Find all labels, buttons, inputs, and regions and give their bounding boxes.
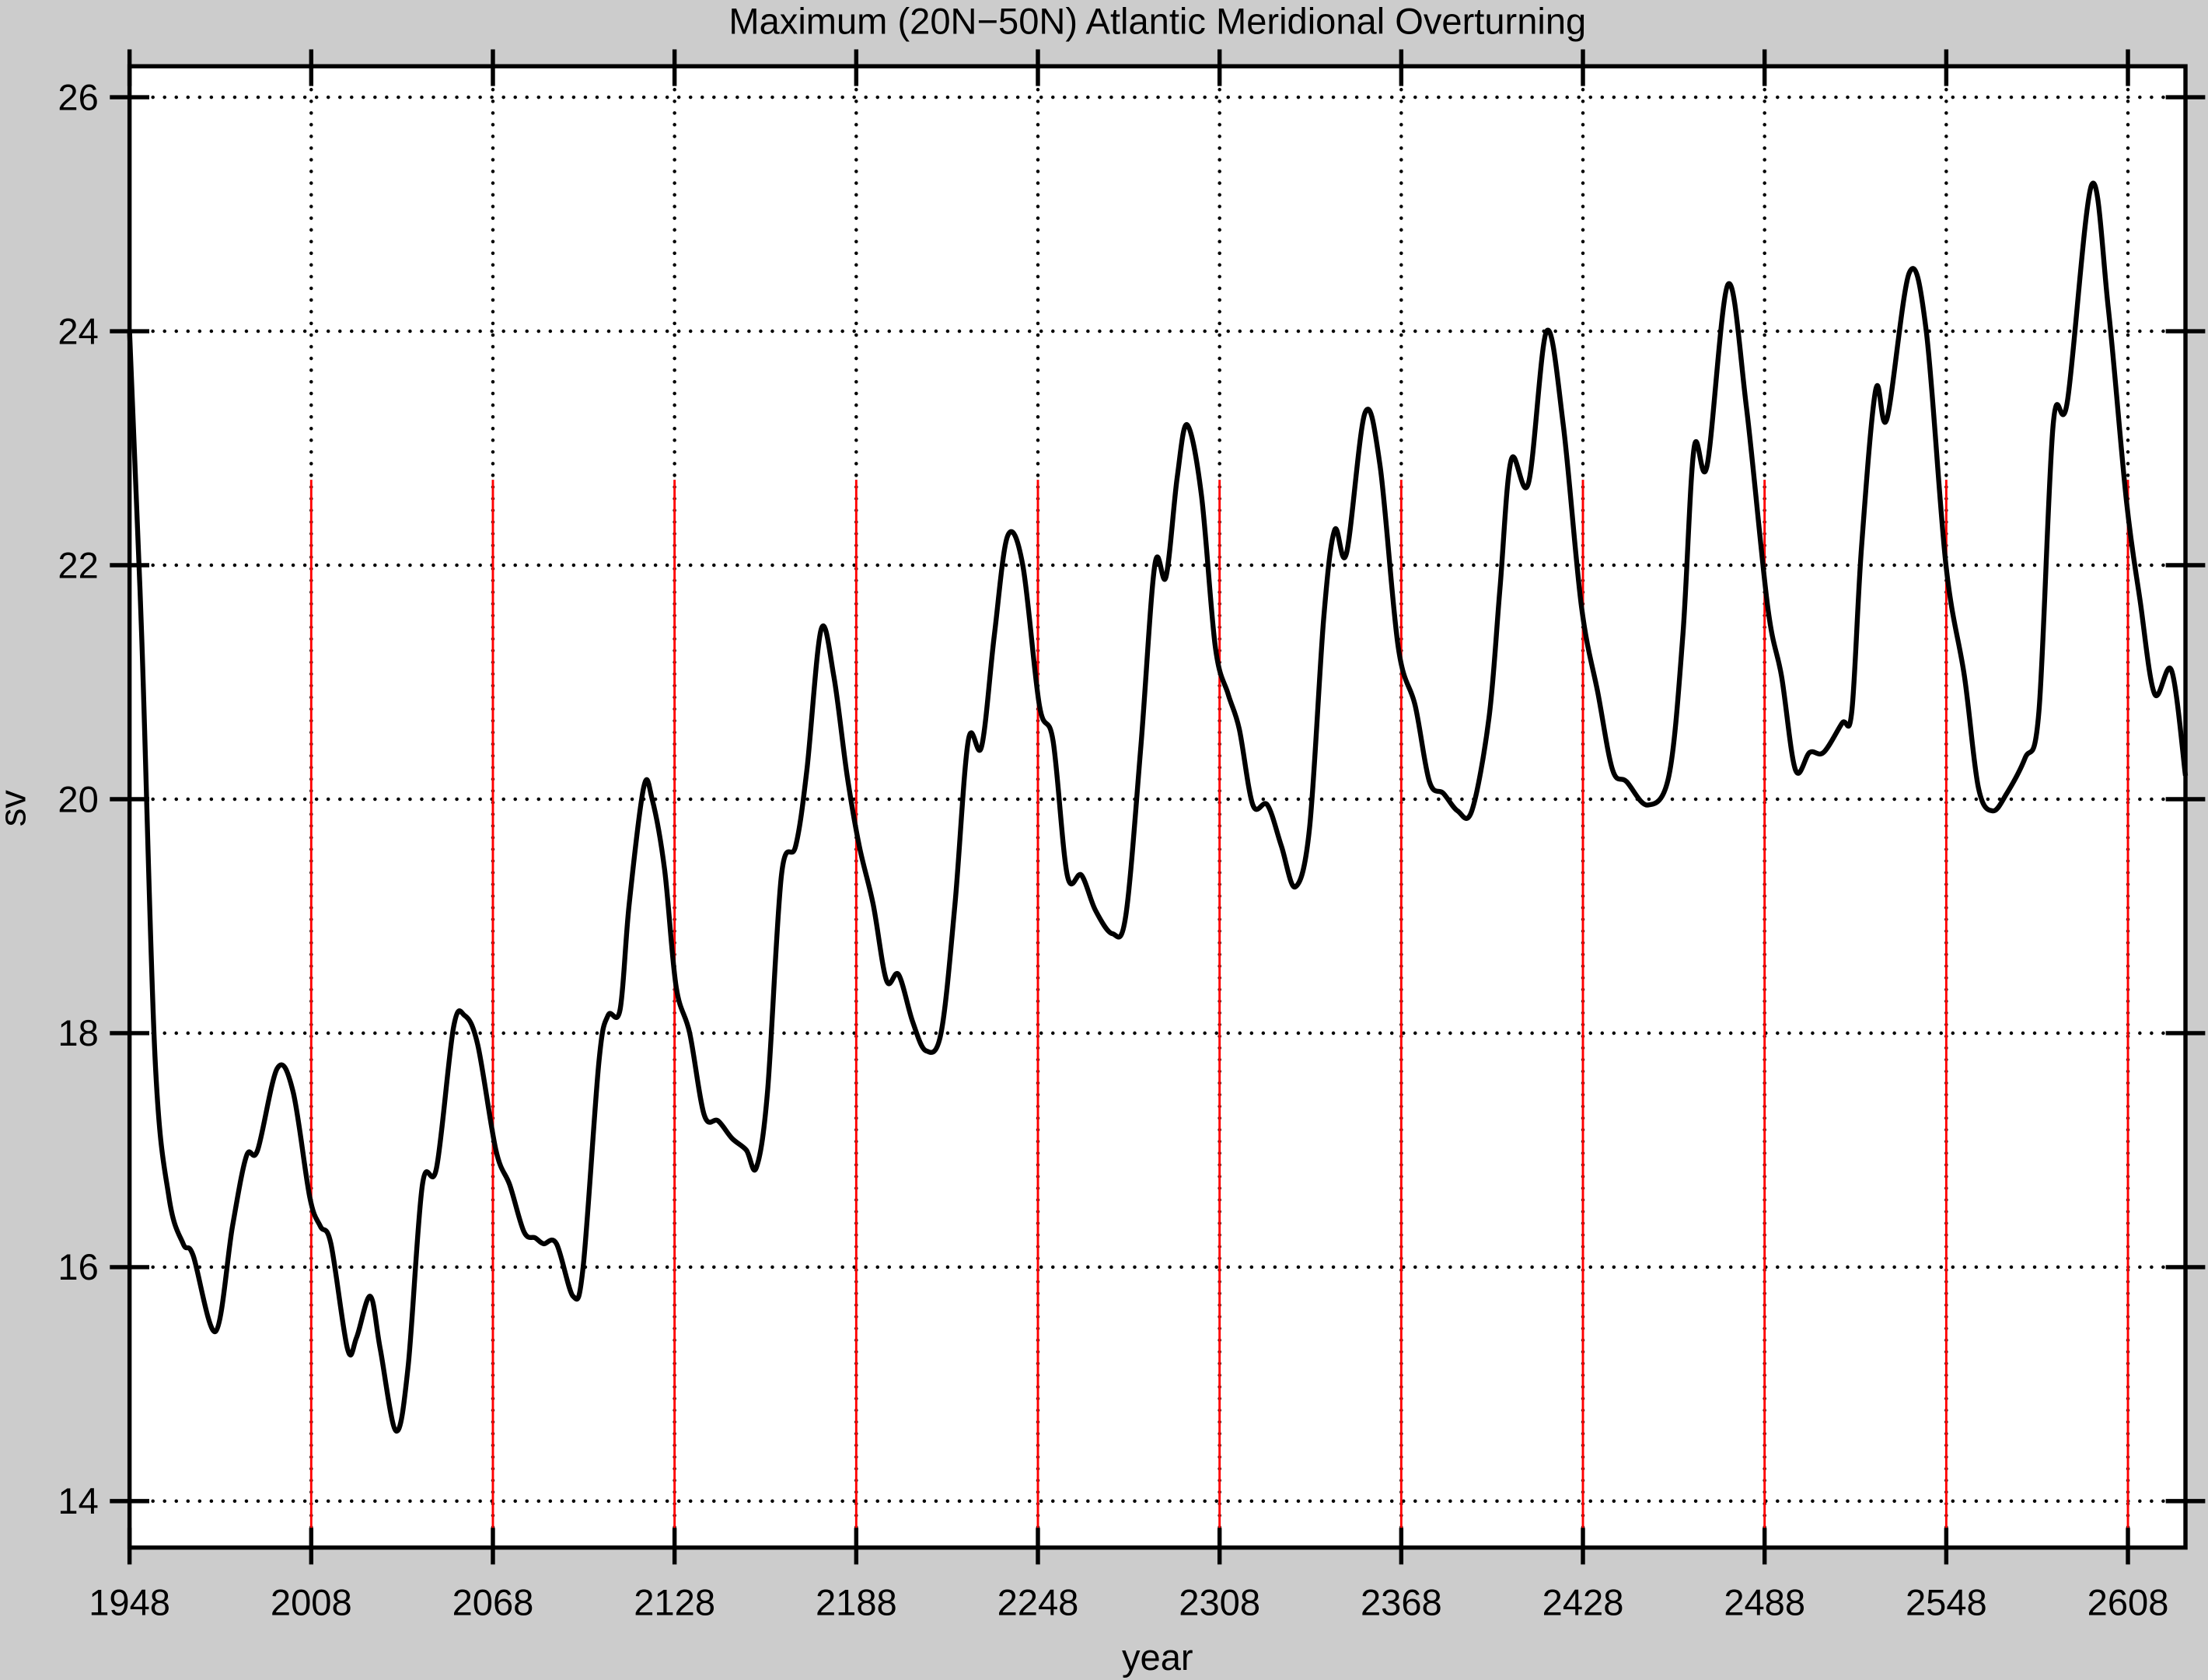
- x-tick-label: 2608: [2087, 1582, 2169, 1623]
- axis-ticks: 14 16 18 20 22 24 26 1948 2008 2068 2128 2188 2248 23…: [58, 49, 2206, 1623]
- y-tick-label: 18: [58, 1012, 98, 1053]
- y-axis-label: sv: [0, 790, 33, 827]
- x-tick-label: 2368: [1361, 1582, 1442, 1623]
- plot-area: [129, 66, 2186, 1548]
- red-marker-lines: [309, 480, 2129, 1548]
- x-tick-label: 2008: [271, 1582, 352, 1623]
- x-axis-label: year: [1122, 1636, 1193, 1678]
- x-tick-label: 2068: [452, 1582, 534, 1623]
- y-tick-label: 20: [58, 778, 98, 819]
- x-tick-label: 2548: [1906, 1582, 1987, 1623]
- y-tick-label: 16: [58, 1246, 98, 1287]
- x-tick-label: 2248: [997, 1582, 1079, 1623]
- y-tick-label: 26: [58, 76, 98, 117]
- chart-title: Maximum (20N−50N) Atlantic Meridional Ov…: [728, 1, 1586, 42]
- x-tick-label: 2428: [1542, 1582, 1624, 1623]
- grid-lines: [128, 64, 2188, 1549]
- plot-frame: [127, 64, 2188, 1550]
- x-tick-label: 2128: [634, 1582, 715, 1623]
- y-tick-label: 22: [58, 544, 98, 585]
- x-tick-label: 2308: [1179, 1582, 1260, 1623]
- y-tick-label: 14: [58, 1480, 98, 1521]
- x-tick-label: 1948: [89, 1582, 170, 1623]
- x-tick-label: 2188: [816, 1582, 897, 1623]
- x-tick-label: 2488: [1724, 1582, 1805, 1623]
- y-tick-label: 24: [58, 310, 98, 351]
- series-line: [127, 180, 2189, 1434]
